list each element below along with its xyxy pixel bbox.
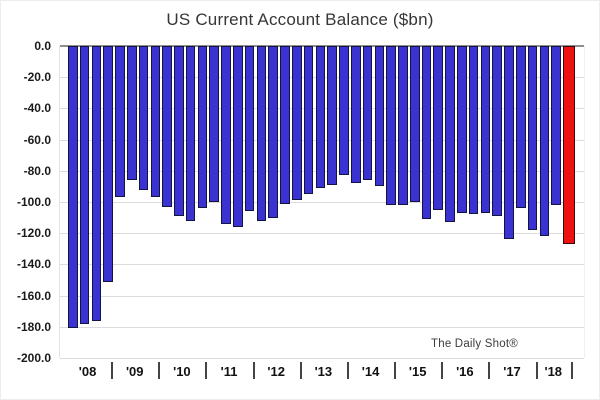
y-tick-label: -200.0	[16, 351, 51, 365]
bar-2008-q4	[103, 46, 113, 282]
x-tick-separator	[299, 362, 302, 379]
bar-2008-q3	[91, 46, 102, 321]
bar-2013-q3	[327, 46, 337, 185]
bar-2017-q2	[504, 46, 514, 240]
y-tick-label: -140.0	[16, 257, 51, 272]
bar-2012-q4	[292, 46, 302, 201]
bar-2014-q3	[374, 46, 385, 187]
bar-2008-q1	[68, 46, 78, 329]
y-tick-label: -120.0	[16, 226, 51, 241]
plot-area	[59, 45, 585, 359]
bar-2011-q3	[233, 46, 243, 227]
x-tick-label-15: '15	[408, 364, 427, 379]
gridline	[60, 326, 584, 328]
x-tick-label-08: '08	[78, 364, 97, 379]
x-tick-separator	[111, 362, 114, 379]
bar-2012-q3	[280, 46, 290, 204]
x-axis: '08 '09 '10 '11 '12 '13 '14 '15 '16 '17 '18	[59, 358, 595, 388]
bar-2012-q1	[256, 46, 267, 221]
bar-2013-q1	[303, 46, 314, 195]
bar-2012-q2	[268, 46, 279, 218]
bar-2016-q4	[480, 46, 491, 213]
bar-2017-q4	[527, 46, 538, 231]
bar-2013-q4	[339, 46, 349, 176]
gridline	[60, 358, 584, 359]
x-tick-separator	[346, 362, 349, 379]
x-tick-separator	[205, 362, 208, 379]
x-tick-label-12: '12	[267, 364, 285, 379]
bar-2014-q4	[386, 46, 396, 206]
gridline	[60, 202, 584, 203]
chart-title: US Current Account Balance ($bn)	[166, 10, 434, 29]
bar-2009-q4	[150, 46, 161, 198]
bar-2010-q2	[174, 46, 184, 217]
y-tick-label: -180.0	[16, 319, 51, 334]
x-tick-separator	[158, 362, 161, 379]
bar-2016-q3	[468, 46, 479, 215]
x-tick-separator	[570, 362, 573, 379]
bar-2014-q2	[362, 46, 373, 181]
gridline	[60, 233, 584, 235]
x-tick-separator	[252, 362, 255, 379]
bar-2009-q1	[115, 46, 125, 198]
bar-2016-q1	[445, 46, 455, 223]
bar-2013-q2	[315, 46, 326, 188]
bar-2011-q1	[209, 46, 220, 202]
bar-2009-q3	[138, 46, 149, 190]
x-tick-label-10: '10	[173, 364, 191, 379]
bar-2010-q3	[185, 46, 196, 221]
x-tick-label-09: '09	[125, 364, 144, 379]
x-tick-separator	[488, 362, 491, 379]
bar-2018-q3	[563, 46, 576, 245]
x-tick-label-13: '13	[314, 364, 333, 379]
gridline	[60, 264, 584, 266]
bar-2008-q2	[79, 46, 90, 324]
bar-2014-q1	[350, 46, 361, 184]
bar-2011-q4	[244, 46, 255, 212]
bar-2018-q1	[539, 46, 550, 237]
x-tick-label-14: '14	[361, 364, 380, 379]
bar-2015-q1	[398, 46, 408, 206]
bar-2015-q3	[421, 46, 432, 220]
x-tick-label-11: '11	[220, 364, 238, 379]
x-tick-label-17: '17	[503, 364, 521, 379]
x-tick-label-16: '16	[456, 364, 474, 379]
daily-shot-watermark: The Daily Shot®	[431, 338, 518, 350]
bar-2010-q4	[197, 46, 208, 209]
y-tick-label: -40.0	[23, 101, 51, 116]
y-tick-label: 0.0	[34, 39, 51, 53]
y-tick-label: -100.0	[16, 195, 51, 209]
bar-2017-q1	[492, 46, 503, 217]
y-tick-label: -80.0	[23, 163, 51, 178]
bar-2015-q2	[409, 46, 420, 202]
x-tick-separator	[535, 362, 538, 379]
bar-2010-q1	[162, 46, 172, 207]
x-tick-separator	[394, 362, 397, 379]
bar-2015-q4	[433, 46, 444, 210]
bar-2018-q2	[551, 46, 561, 206]
x-tick-label-18: '18	[544, 364, 563, 379]
gridline	[60, 295, 584, 297]
y-tick-label: -60.0	[23, 132, 51, 147]
bar-2009-q2	[126, 46, 137, 181]
bar-2017-q3	[516, 46, 526, 209]
x-tick-separator	[441, 362, 444, 379]
bar-2011-q2	[221, 46, 231, 224]
y-tick-label: -160.0	[16, 288, 51, 303]
bar-2016-q2	[457, 46, 467, 213]
y-tick-label: -20.0	[23, 70, 51, 85]
